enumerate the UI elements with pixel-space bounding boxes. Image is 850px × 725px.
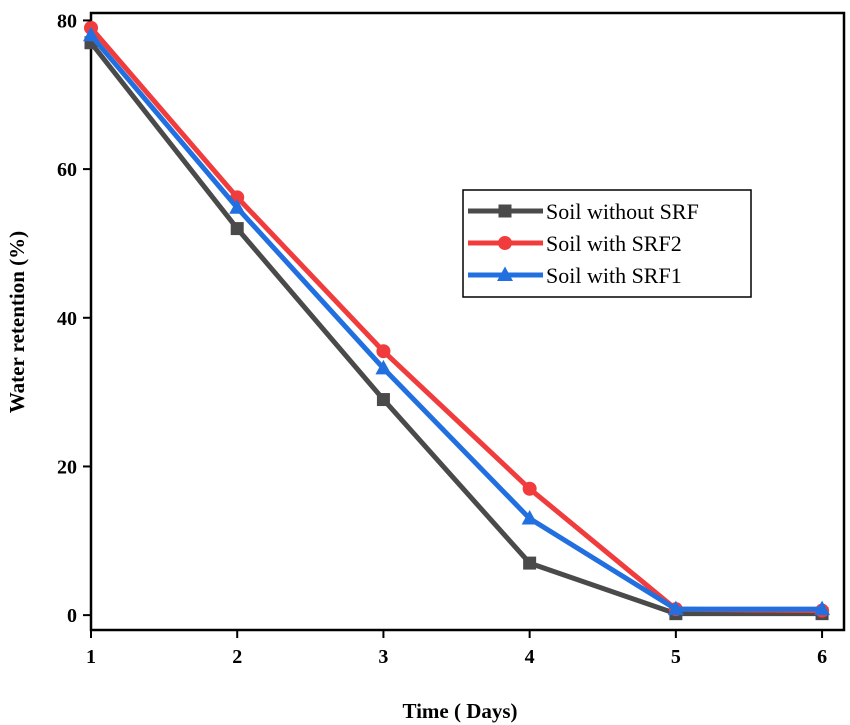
x-tick-label: 4 xyxy=(525,646,535,668)
x-tick-label: 2 xyxy=(232,646,242,668)
y-tick-label: 60 xyxy=(57,159,77,181)
x-tick-label: 1 xyxy=(86,646,96,668)
series-soil-with-srf1 xyxy=(83,26,831,616)
y-tick-label: 40 xyxy=(57,308,77,330)
data-point xyxy=(522,481,537,496)
series-layer xyxy=(83,20,831,621)
legend-marker xyxy=(497,266,513,281)
legend-item: Soil with SRF1 xyxy=(468,263,682,288)
x-axis-title: Time ( Days) xyxy=(402,699,517,723)
data-point xyxy=(229,199,246,214)
series-line xyxy=(89,26,823,614)
series-soil-with-srf2 xyxy=(84,20,830,618)
data-point xyxy=(83,26,99,42)
legend-label: Soil with SRF2 xyxy=(546,231,682,256)
legend-item: Soil with SRF2 xyxy=(468,231,682,256)
legend-item: Soil without SRF xyxy=(468,199,699,224)
x-tick-label: 5 xyxy=(671,646,681,668)
y-tick-label: 0 xyxy=(67,605,77,627)
data-point xyxy=(230,222,244,236)
series-line xyxy=(89,33,823,612)
legend-marker xyxy=(498,236,512,250)
y-axis-title: Water retention (%) xyxy=(5,231,29,413)
series-line xyxy=(89,41,823,617)
data-point xyxy=(376,344,391,359)
legend-marker xyxy=(498,204,512,218)
data-point xyxy=(814,600,831,616)
data-point xyxy=(521,509,538,525)
legend-label: Soil without SRF xyxy=(546,199,699,224)
data-point xyxy=(667,600,684,616)
data-point xyxy=(376,393,390,407)
plot-frame xyxy=(89,11,846,632)
x-tick-label: 6 xyxy=(817,646,827,668)
legend-label: Soil with SRF1 xyxy=(546,263,682,288)
x-tick-label: 3 xyxy=(378,646,388,668)
y-tick-label: 80 xyxy=(57,10,77,32)
y-tick-label: 20 xyxy=(57,456,77,478)
data-point xyxy=(375,359,392,375)
data-point xyxy=(523,556,537,570)
series-soil-without-srf xyxy=(84,36,829,621)
legend: Soil without SRF Soil with SRF2 Soil with … xyxy=(462,189,752,298)
